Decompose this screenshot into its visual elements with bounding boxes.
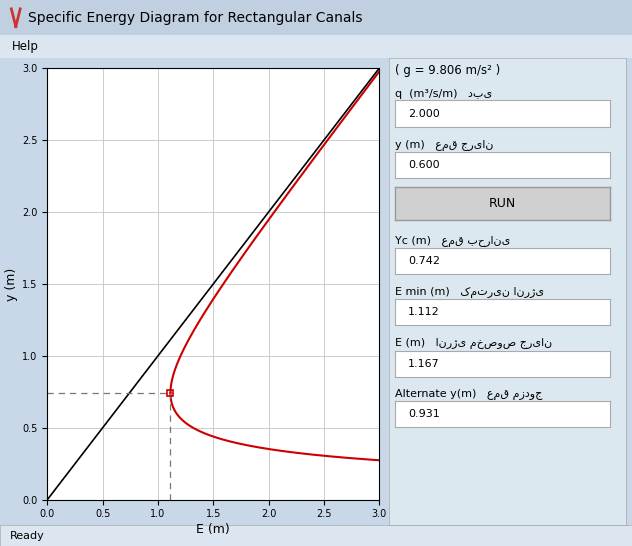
Text: 1.112: 1.112: [408, 307, 440, 317]
Text: E min (m)   کمترین انرژی: E min (m) کمترین انرژی: [395, 287, 544, 298]
Text: E (m)   انرژی مخصوص جریان: E (m) انرژی مخصوص جریان: [395, 339, 552, 349]
Text: 2.000: 2.000: [408, 109, 440, 118]
X-axis label: E (m): E (m): [197, 524, 230, 537]
Text: 0.600: 0.600: [408, 160, 439, 170]
Text: y (m)   عمق جریان: y (m) عمق جریان: [395, 140, 494, 151]
Y-axis label: y (m): y (m): [5, 268, 18, 300]
Text: Help: Help: [11, 40, 39, 54]
Text: Yc (m)   عمق بحرانی: Yc (m) عمق بحرانی: [395, 236, 511, 247]
Text: 1.167: 1.167: [408, 359, 440, 369]
Text: Specific Energy Diagram for Rectangular Canals: Specific Energy Diagram for Rectangular …: [28, 11, 363, 25]
Text: 0.931: 0.931: [408, 409, 440, 419]
Text: ( g = 9.806 m/s² ): ( g = 9.806 m/s² ): [395, 64, 501, 78]
Text: q  (m³/s/m)   دبی: q (m³/s/m) دبی: [395, 89, 492, 99]
Text: Alternate y(m)   عمق مزدوج: Alternate y(m) عمق مزدوج: [395, 389, 542, 400]
Text: RUN: RUN: [489, 197, 516, 210]
Text: 0.742: 0.742: [408, 256, 440, 266]
Text: Ready: Ready: [9, 531, 44, 541]
